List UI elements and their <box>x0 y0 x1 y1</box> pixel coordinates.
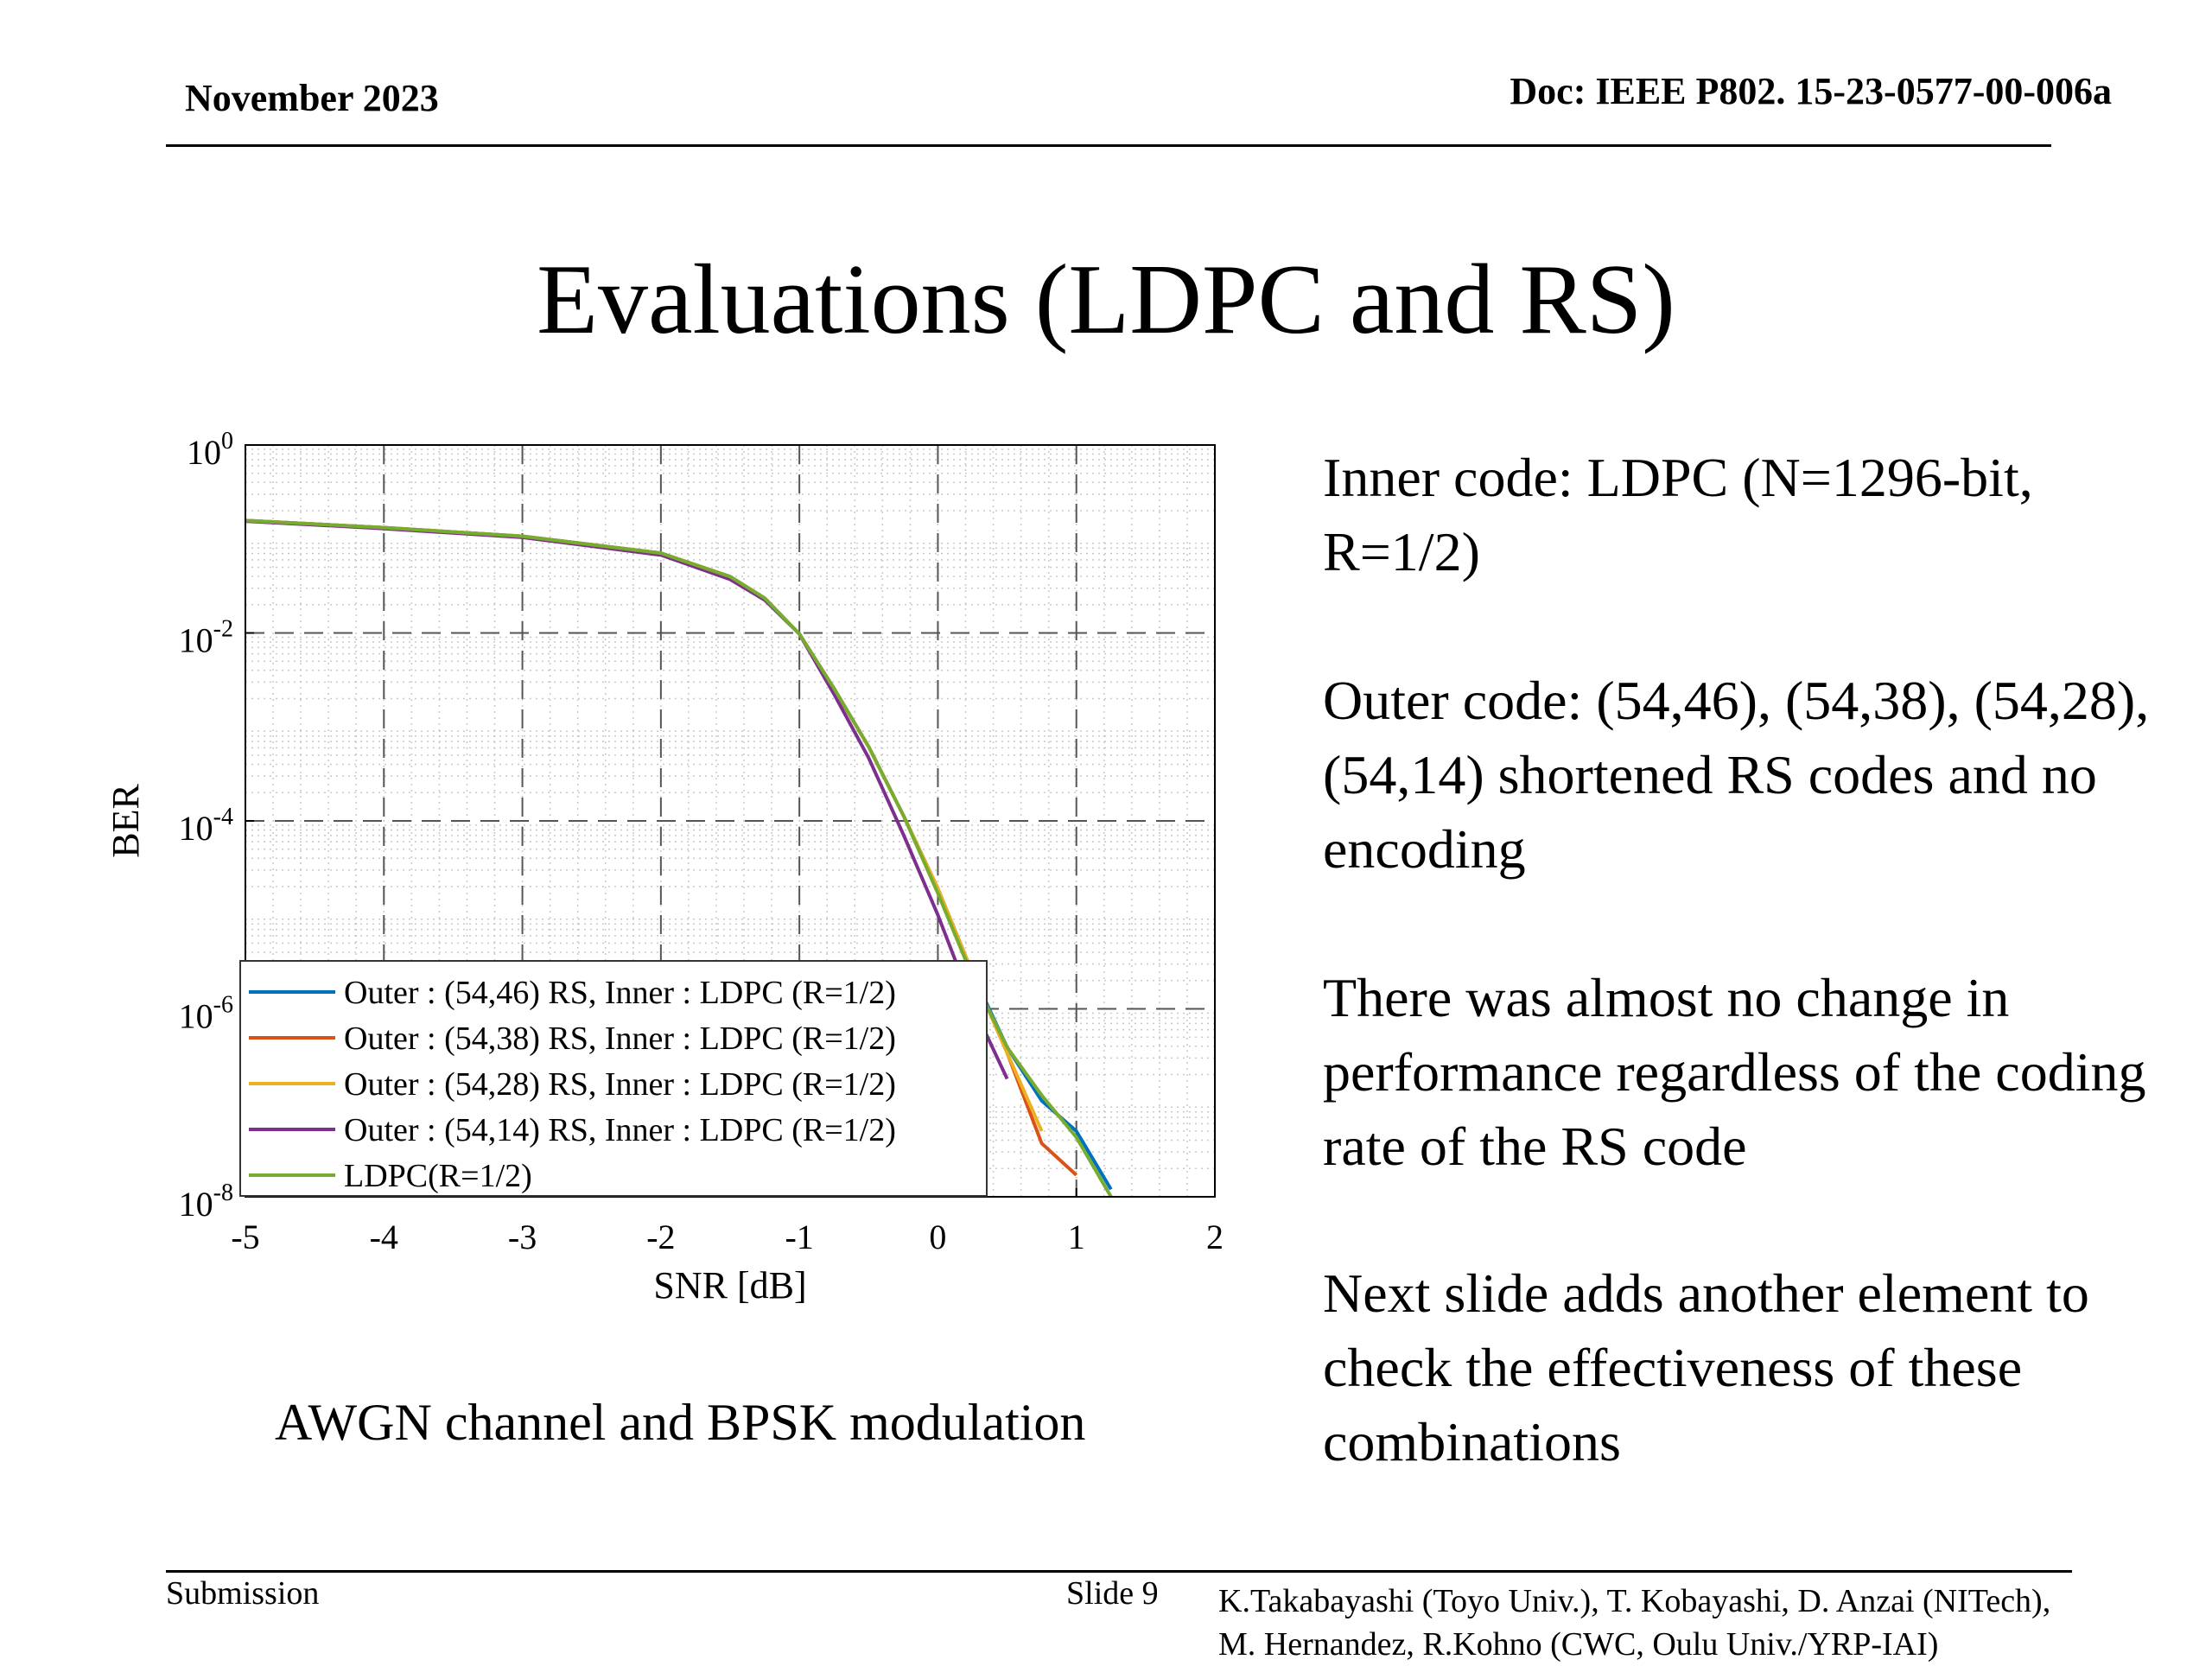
legend-label-3: Outer : (54,28) RS, Inner : LDPC (R=1/2) <box>344 1066 896 1103</box>
x-tick-label: -2 <box>646 1218 675 1256</box>
legend-label-5: LDPC(R=1/2) <box>344 1158 532 1194</box>
footer-slide-number: Slide 9 <box>1066 1575 1159 1612</box>
chart-caption: AWGN channel and BPSK modulation <box>275 1394 1086 1451</box>
y-tick-label: 10-6 <box>179 992 233 1036</box>
y-tick-label: 10-2 <box>179 616 233 660</box>
bullet-performance: There was almost no change in performanc… <box>1323 967 2146 1177</box>
slide-title: Evaluations (LDPC and RS) <box>537 245 1675 355</box>
legend: Outer : (54,46) RS, Inner : LDPC (R=1/2)… <box>239 960 988 1197</box>
bullet-next-slide: Next slide adds another element to check… <box>1323 1262 2089 1472</box>
x-axis-label: SNR [dB] <box>653 1264 806 1307</box>
ber-chart: -5 -4 -3 -2 -1 0 1 2 100 10-2 10-4 10-6 10-8 SNR [d… <box>86 415 1244 1331</box>
ber-chart-svg: -5 -4 -3 -2 -1 0 1 2 100 10-2 10-4 10-6 10-8 SNR [d… <box>105 428 1224 1307</box>
x-tick-label: -5 <box>231 1218 259 1256</box>
y-axis-label: BER <box>105 784 147 858</box>
legend-label-4: Outer : (54,14) RS, Inner : LDPC (R=1/2) <box>344 1112 896 1148</box>
legend-label-1: Outer : (54,46) RS, Inner : LDPC (R=1/2) <box>344 975 896 1011</box>
x-tick-label: -3 <box>508 1218 537 1256</box>
y-tick-labels: 100 10-2 10-4 10-6 10-8 <box>179 428 233 1224</box>
series-line-5 <box>245 518 1113 1199</box>
x-tick-label: 1 <box>1068 1218 1085 1256</box>
header-date: November 2023 <box>185 77 439 119</box>
header-doc-id: Doc: IEEE P802. 15-23-0577-00-006a <box>1510 70 2112 112</box>
y-tick-label: 10-4 <box>179 804 233 848</box>
x-tick-labels: -5 -4 -3 -2 -1 0 1 2 <box>231 1218 1224 1256</box>
y-tick-label: 10-8 <box>179 1180 233 1224</box>
x-tick-label: -4 <box>370 1218 398 1256</box>
bullet-outer-code: Outer code: (54,46), (54,38), (54,28), (… <box>1323 670 2150 880</box>
footer-authors-line-2: M. Hernandez, R.Kohno (CWC, Oulu Univ./Y… <box>1218 1626 1939 1663</box>
footer-authors: K.Takabayashi (Toyo Univ.), T. Kobayashi… <box>1218 1580 2050 1666</box>
top-rule <box>166 144 2051 147</box>
legend-box <box>239 960 988 1197</box>
legend-label-2: Outer : (54,38) RS, Inner : LDPC (R=1/2) <box>344 1021 896 1057</box>
footer-submission: Submission <box>166 1575 320 1612</box>
footer-authors-line-1: K.Takabayashi (Toyo Univ.), T. Kobayashi… <box>1218 1583 2051 1619</box>
y-tick-label: 100 <box>187 428 233 472</box>
x-tick-label: -1 <box>785 1218 813 1256</box>
x-tick-label: 0 <box>929 1218 946 1256</box>
bottom-rule <box>166 1570 2072 1573</box>
x-tick-label: 2 <box>1206 1218 1224 1256</box>
series-layer <box>245 518 1113 1199</box>
bullet-inner-code: Inner code: LDPC (N=1296-bit, R=1/2) <box>1323 447 2033 582</box>
